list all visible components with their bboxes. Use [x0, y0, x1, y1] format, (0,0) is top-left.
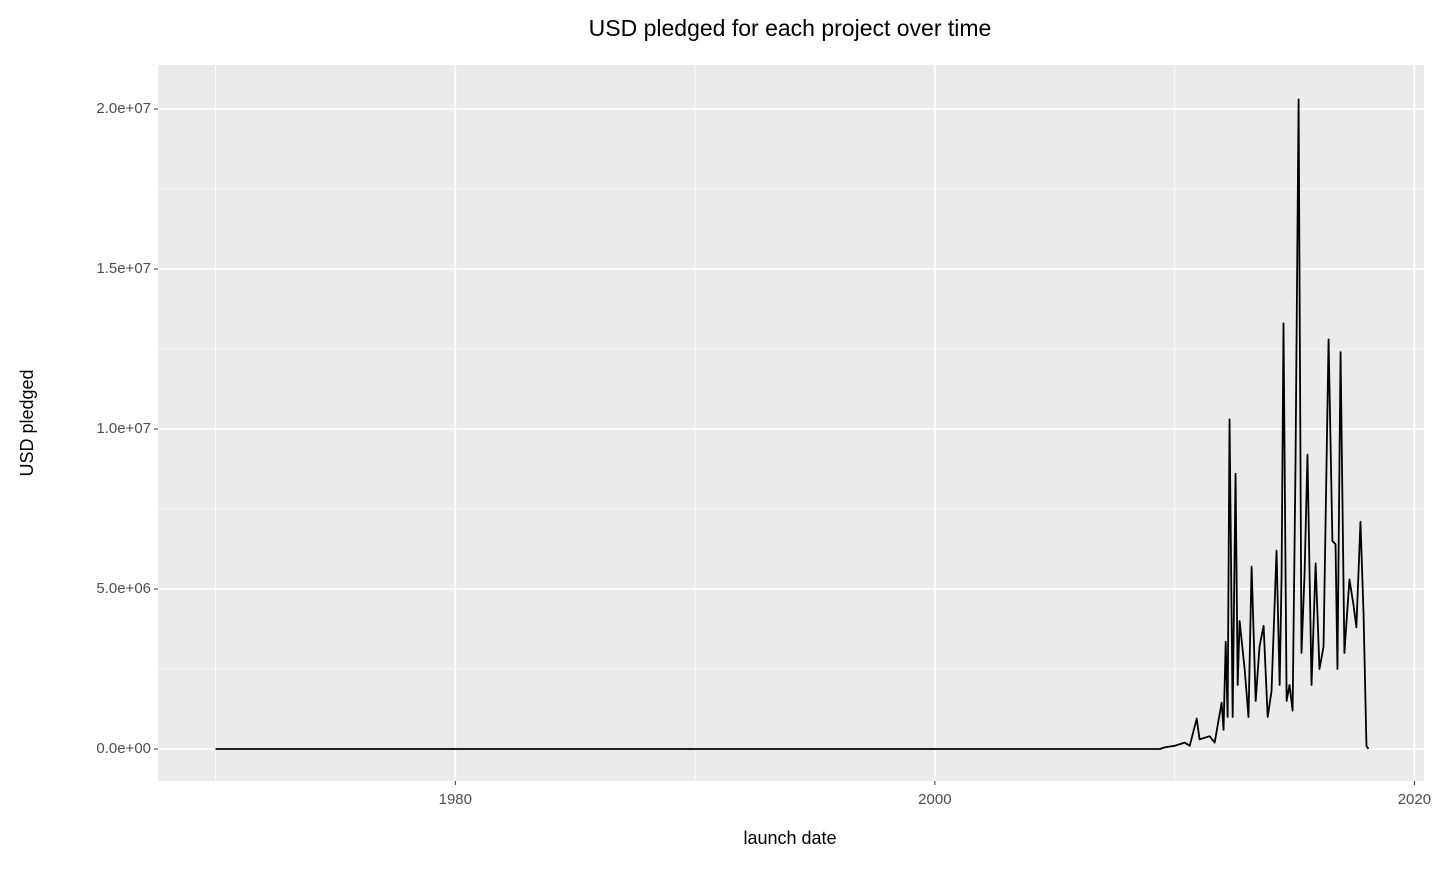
y-tick-label: 0.0e+00 [96, 740, 151, 757]
grid [158, 65, 1424, 781]
x-tick-label: 2020 [1398, 791, 1431, 808]
y-tick-label: 5.0e+06 [96, 580, 151, 597]
y-tick-label: 1.0e+07 [96, 420, 151, 437]
x-tick-label: 2000 [918, 791, 951, 808]
x-axis-title: launch date [743, 828, 836, 848]
x-tick-label: 1980 [439, 791, 472, 808]
y-tick-label: 1.5e+07 [96, 260, 151, 277]
y-tick-label: 2.0e+07 [96, 100, 151, 117]
panel [158, 65, 1424, 781]
y-axis-title: USD pledged [17, 369, 37, 476]
chart-title: USD pledged for each project over time [589, 15, 992, 41]
line [215, 98, 1370, 750]
